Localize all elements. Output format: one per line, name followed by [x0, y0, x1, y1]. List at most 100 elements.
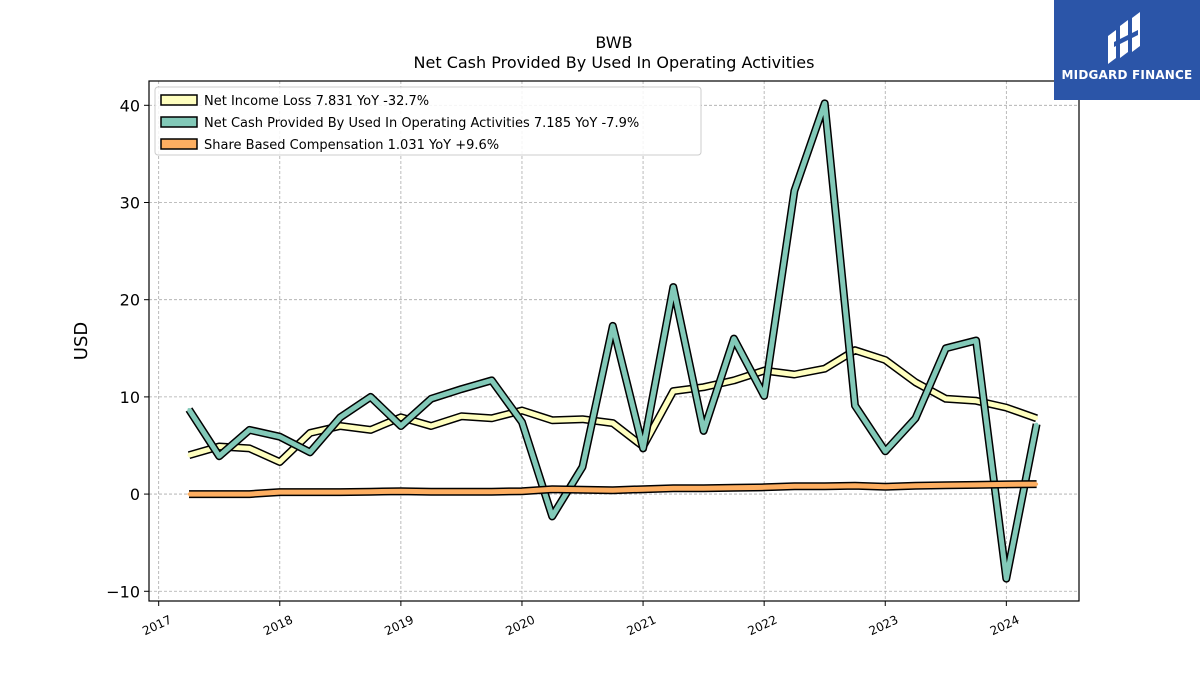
data-point	[369, 428, 373, 432]
y-tick-label: 30	[120, 193, 140, 212]
data-point	[914, 380, 917, 384]
data-point	[308, 490, 312, 494]
data-point	[278, 460, 282, 464]
data-point	[883, 449, 887, 453]
data-point	[1004, 482, 1008, 486]
data-point	[914, 416, 917, 420]
data-point	[823, 101, 827, 105]
data-point	[611, 488, 615, 492]
y-tick-label: −10	[106, 582, 140, 601]
data-point	[550, 514, 554, 518]
data-point	[278, 435, 282, 439]
y-tick-label: 10	[120, 388, 140, 407]
data-point	[581, 417, 584, 421]
data-point	[944, 346, 948, 350]
data-point	[581, 488, 584, 492]
data-point	[974, 339, 978, 342]
legend-label: Net Income Loss 7.831 YoY -32.7%	[204, 94, 429, 109]
data-point	[399, 424, 403, 428]
data-point	[792, 373, 796, 376]
data-point	[308, 431, 312, 435]
data-point	[1004, 406, 1008, 410]
chart-subtitle: Net Cash Provided By Used In Operating A…	[414, 53, 815, 72]
data-point	[338, 415, 342, 419]
data-point	[944, 483, 948, 487]
data-point	[217, 492, 221, 496]
data-point	[369, 395, 373, 399]
data-point	[248, 492, 251, 496]
legend-swatch	[160, 138, 198, 150]
y-tick-label: 40	[120, 96, 140, 115]
data-point	[671, 486, 675, 490]
data-point	[581, 465, 584, 469]
data-point	[823, 367, 827, 371]
data-point	[490, 378, 494, 382]
data-point	[641, 487, 645, 491]
midgard-logo-icon	[1108, 12, 1140, 64]
legend-box	[154, 86, 702, 156]
data-point	[944, 397, 948, 401]
data-point	[1004, 577, 1008, 581]
data-point	[520, 420, 524, 424]
legend: Net Income Loss 7.831 YoY -32.7% Net Cash…	[154, 86, 702, 156]
data-point	[429, 490, 433, 494]
data-point	[490, 490, 494, 494]
data-point	[490, 416, 494, 420]
data-point	[399, 415, 403, 419]
data-point	[338, 424, 342, 428]
data-point	[459, 387, 463, 391]
data-point	[520, 409, 524, 412]
watermark-text: MIDGARD FINANCE	[1061, 68, 1193, 82]
y-axis-label: USD	[71, 322, 92, 360]
data-point	[702, 429, 706, 433]
x-tick-label: 2017	[140, 613, 174, 639]
y-tick-label: 20	[120, 291, 140, 310]
plot-frame	[148, 80, 1080, 602]
data-point	[641, 446, 645, 450]
data-point	[974, 399, 978, 403]
x-tick-label: 2023	[867, 613, 901, 639]
data-point	[248, 446, 251, 450]
x-tick-label: 2019	[382, 613, 416, 639]
data-point	[792, 484, 796, 488]
data-point	[853, 404, 857, 408]
data-point	[550, 418, 554, 422]
legend-swatch	[160, 116, 198, 128]
data-point	[187, 453, 191, 457]
data-point	[550, 487, 554, 491]
data-point	[1035, 482, 1039, 486]
data-point	[217, 445, 221, 448]
data-point	[187, 408, 191, 411]
legend-label: Net Cash Provided By Used In Operating A…	[204, 116, 639, 131]
series-layer	[185, 99, 1041, 583]
chart-title: BWB	[595, 33, 632, 52]
data-point	[459, 414, 463, 418]
data-point	[853, 348, 857, 352]
axes: −10 0 10 20 30 40 2017 2018 2019 2020 2021 2022 2023…	[106, 96, 1021, 638]
data-point	[702, 385, 706, 389]
data-point	[732, 337, 736, 341]
data-point	[883, 485, 887, 489]
data-point	[671, 389, 675, 393]
data-point	[883, 358, 887, 362]
data-point	[823, 484, 827, 488]
data-point	[702, 486, 706, 490]
data-point	[459, 490, 463, 494]
data-point	[1035, 422, 1039, 426]
data-point	[429, 397, 433, 401]
data-point	[792, 189, 796, 193]
x-tick-label: 2020	[503, 613, 537, 639]
legend-swatch	[160, 94, 198, 106]
x-tick-label: 2022	[746, 613, 780, 639]
data-point	[671, 285, 675, 289]
data-point	[974, 483, 978, 487]
data-point	[1035, 416, 1039, 420]
data-point	[187, 492, 191, 496]
data-point	[853, 484, 857, 488]
data-point	[399, 489, 403, 493]
y-tick-label: 0	[130, 485, 140, 504]
data-point	[611, 324, 615, 328]
data-point	[520, 489, 524, 493]
x-tick-label: 2018	[261, 613, 295, 639]
